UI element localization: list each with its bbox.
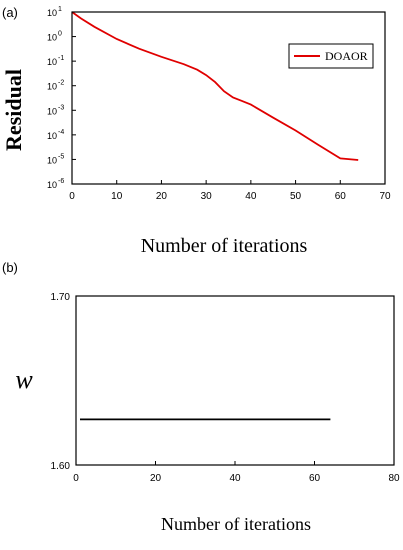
chart-b: (b) w Number of iterations 0 20 40 60 80 1.60… [2, 260, 400, 534]
legend-a: DOAOR [288, 43, 374, 69]
x-tick-label-a: 0 [69, 191, 75, 202]
x-tick-label-a: 10 [111, 191, 123, 202]
panel-label-a: (a) [2, 5, 18, 20]
y-tick-label-a: 10 [47, 82, 57, 92]
x-tick-label-a: 50 [290, 191, 302, 202]
y-tick-label-b: 1.60 [51, 461, 71, 472]
y-tick-exponent-a: -1 [58, 55, 64, 62]
x-axis-label-a: Number of iterations [141, 235, 308, 257]
y-tick-exponent-a: -4 [58, 129, 64, 136]
x-tick-label-a: 70 [379, 191, 391, 202]
y-tick-exponent-a: 1 [58, 6, 62, 13]
y-axis-label-b: w [15, 365, 33, 394]
y-tick-exponent-a: -3 [58, 104, 64, 111]
x-tick-label-b: 80 [388, 473, 400, 484]
y-tick-label-a: 10 [47, 33, 57, 43]
y-tick-label-a: 10 [47, 155, 57, 165]
panel-label-b: (b) [2, 260, 18, 275]
y-tick-exponent-a: -5 [58, 153, 64, 160]
plot-frame-a [71, 11, 386, 185]
y-tick-label-a: 10 [47, 106, 57, 116]
y-tick-label-a: 10 [47, 8, 57, 18]
y-tick-label-a: 10 [47, 180, 57, 190]
y-axis-label-a: Residual [1, 69, 26, 151]
x-tick-label-a: 60 [335, 191, 347, 202]
x-tick-label-a: 30 [201, 191, 213, 202]
y-tick-label-b: 1.70 [51, 292, 71, 303]
y-tick-label-a: 10 [47, 57, 57, 67]
chart-a: (a) Residual Number of iterations 0 10 20 3… [1, 5, 391, 257]
y-tick-exponent-a: -2 [58, 80, 64, 87]
plot-frame-b [75, 295, 395, 466]
x-tick-label-a: 40 [245, 191, 257, 202]
x-tick-label-a: 20 [156, 191, 168, 202]
x-tick-label-b: 20 [150, 473, 162, 484]
x-axis-label-b: Number of iterations [161, 514, 311, 534]
x-tick-label-b: 40 [229, 473, 241, 484]
y-tick-exponent-a: 0 [58, 31, 62, 38]
x-tick-label-b: 0 [73, 473, 79, 484]
legend-label-doaor: DOAOR [325, 49, 368, 63]
y-tick-exponent-a: -6 [58, 178, 64, 185]
y-tick-label-a: 10 [47, 131, 57, 141]
x-tick-label-b: 60 [309, 473, 321, 484]
series-line-doaor [71, 11, 359, 161]
